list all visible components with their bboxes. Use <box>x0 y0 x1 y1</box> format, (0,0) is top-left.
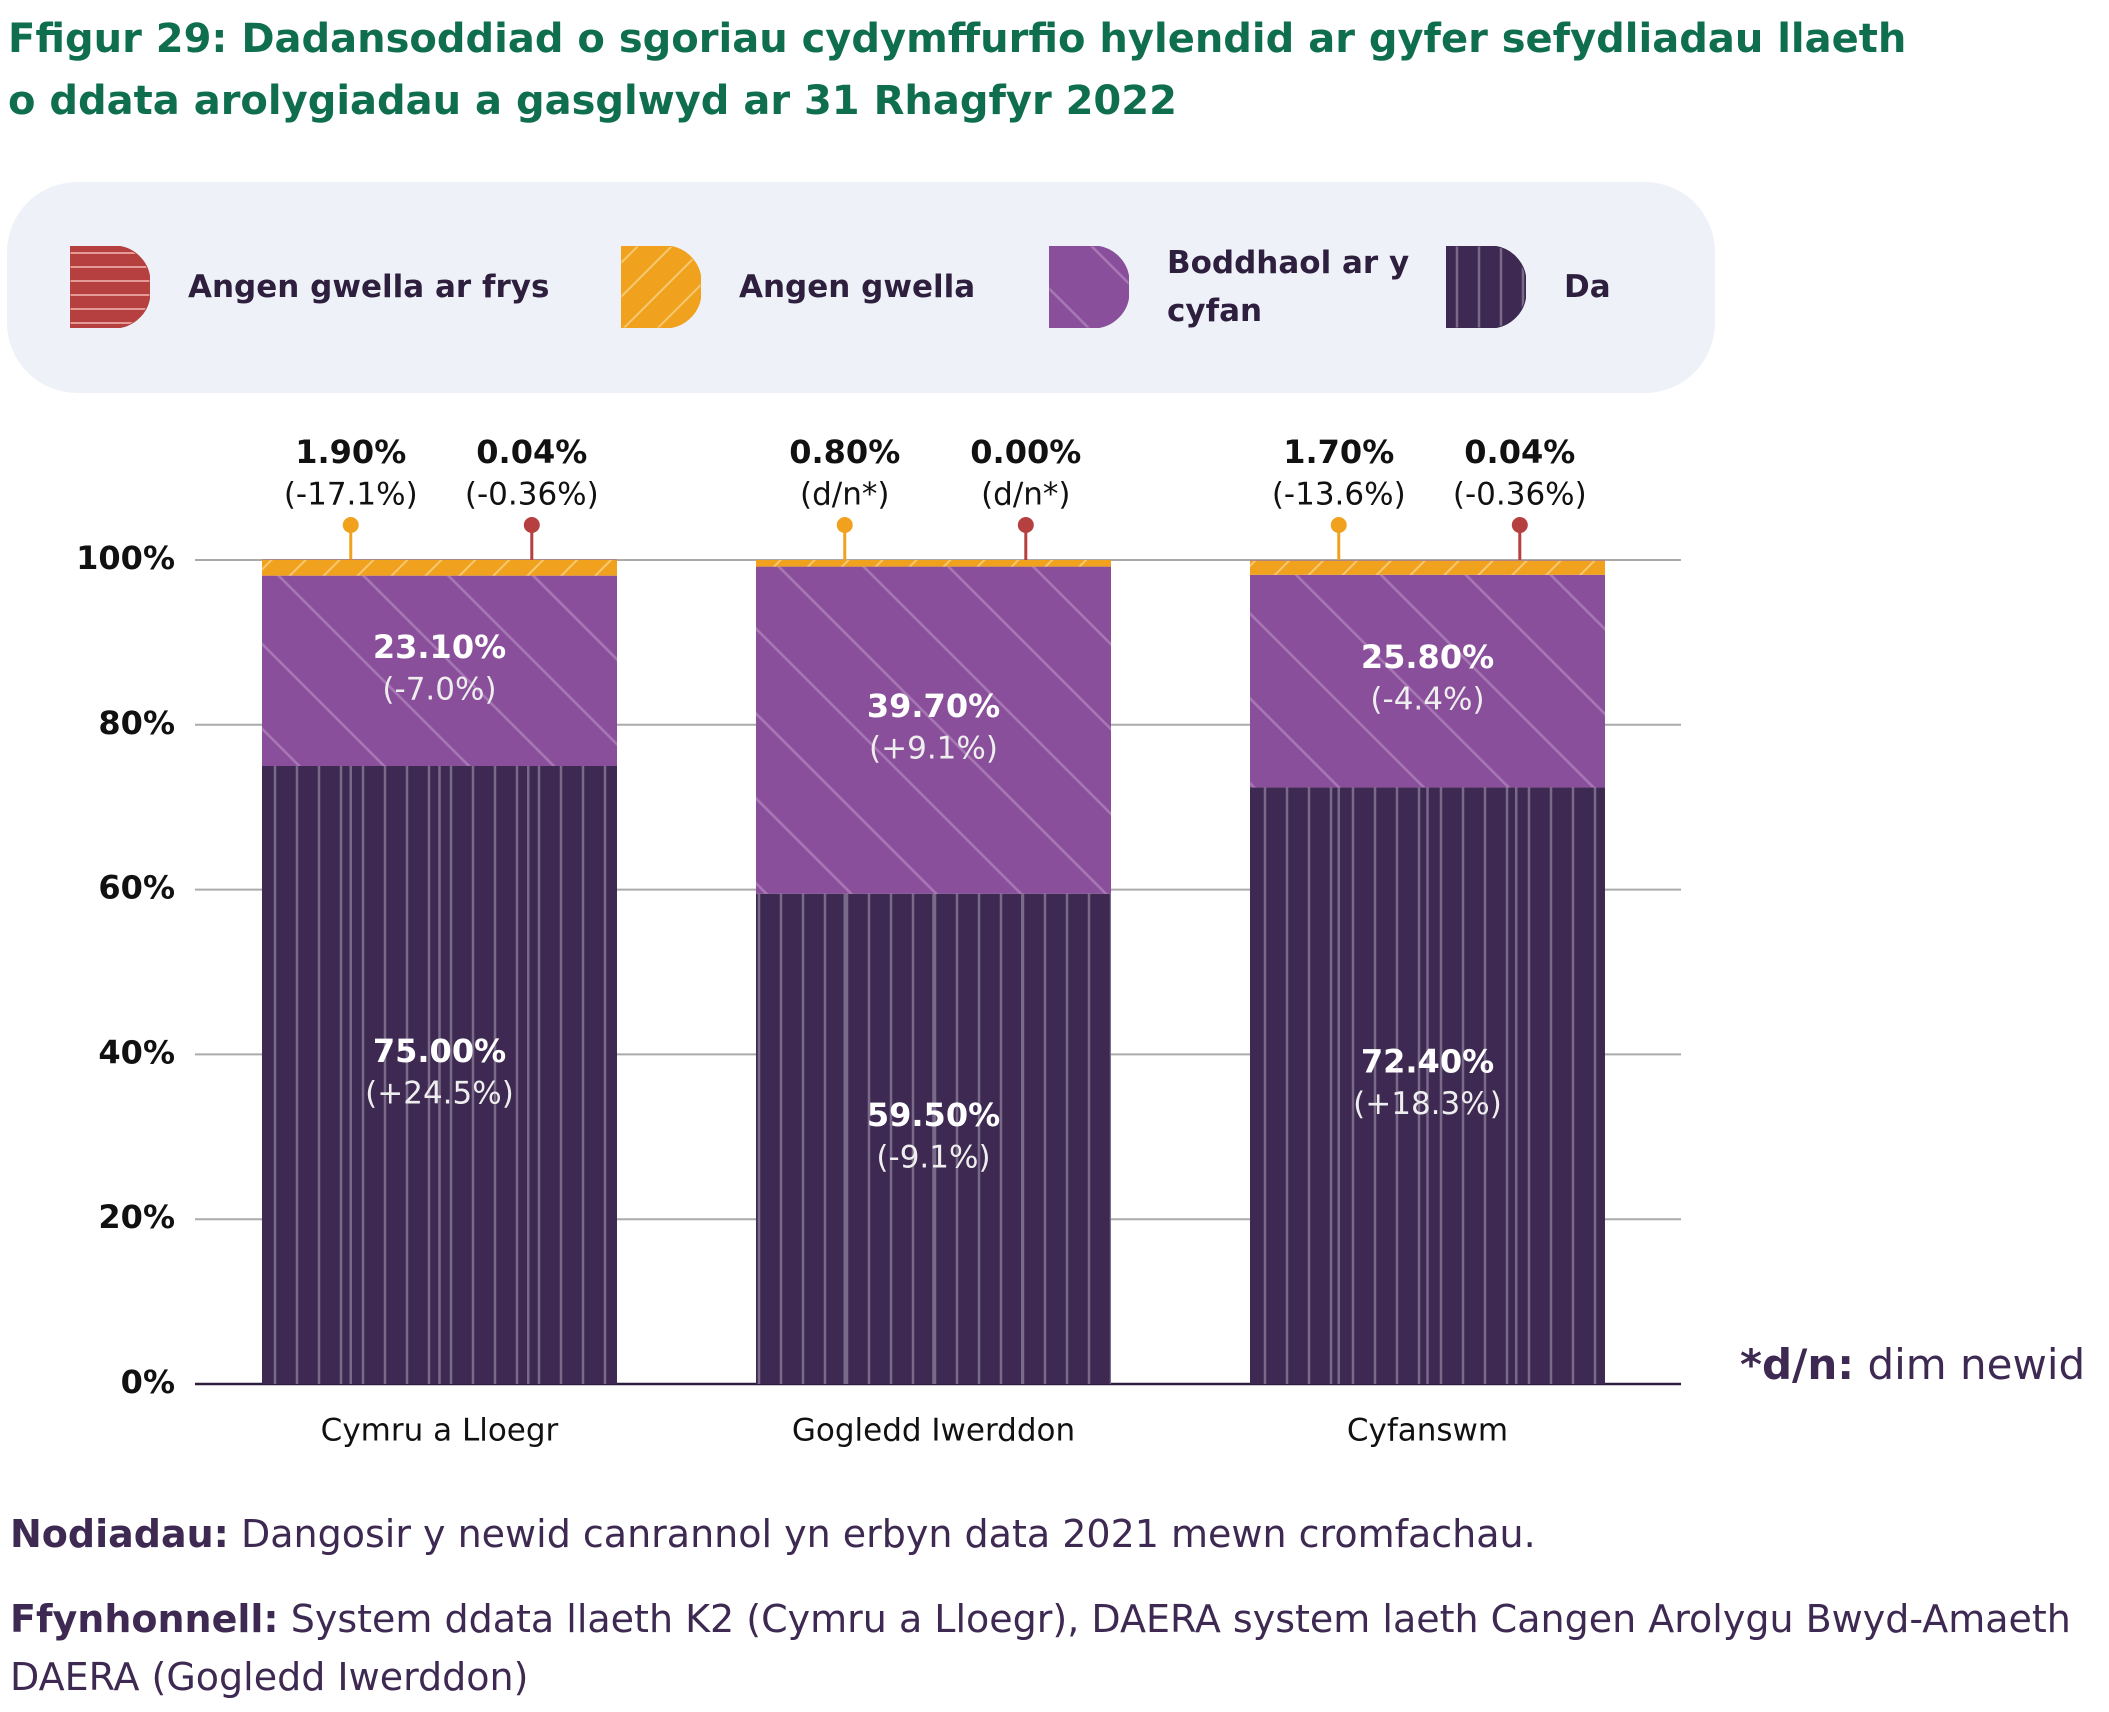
change-label: (-13.6%) <box>1272 477 1406 513</box>
value-label: 25.80% <box>1361 638 1494 676</box>
legend-label: Da <box>1564 269 1611 305</box>
y-tick-label: 0% <box>121 1363 175 1401</box>
change-label: (d/n*) <box>800 477 889 513</box>
value-label: 72.40% <box>1361 1043 1494 1081</box>
value-label: 59.50% <box>867 1096 1000 1134</box>
value-label: 0.00% <box>970 433 1081 471</box>
bar-segment <box>1250 787 1605 1384</box>
change-label: (-7.0%) <box>382 671 496 707</box>
legend-swatch <box>621 246 701 328</box>
legend: Angen gwella ar frys Angen gwella Boddhaol… <box>7 182 1715 393</box>
notes: Nodiadau: Dangosir y newid canrannol yn … <box>10 1505 2090 1563</box>
label-pin-dot <box>1017 517 1034 533</box>
bar-segment <box>756 560 1111 567</box>
bar-segment <box>262 560 617 576</box>
y-tick-label: 60% <box>98 869 175 907</box>
change-label: (-0.36%) <box>1453 477 1587 513</box>
legend-swatch <box>1446 246 1526 328</box>
bar-segment <box>756 566 1111 894</box>
legend-swatch <box>70 246 150 328</box>
change-label: (-0.36%) <box>465 477 599 513</box>
x-tick-label: Cymru a Lloegr <box>321 1413 559 1449</box>
source: Ffynhonnell: System ddata llaeth K2 (Cym… <box>10 1590 2090 1706</box>
legend-label: Boddhaol ar y cyfan <box>1167 245 1410 329</box>
y-tick-label: 80% <box>98 704 175 742</box>
y-tick-label: 20% <box>98 1198 175 1236</box>
footnote: *d/n: dim newid <box>1740 1336 2100 1394</box>
legend-swatch-shape <box>621 246 701 328</box>
legend-item: Boddhaol ar y cyfan <box>1049 244 1427 330</box>
value-label: 23.10% <box>373 628 506 666</box>
value-label: 1.70% <box>1283 433 1394 471</box>
legend-item: Angen gwella ar frys <box>70 244 549 330</box>
legend-item: Angen gwella <box>621 244 975 330</box>
bar-segment <box>1250 574 1605 788</box>
value-label: 39.70% <box>867 687 1000 725</box>
legend-label: Angen gwella <box>739 269 976 305</box>
notes-text: Dangosir y newid canrannol yn erbyn data… <box>240 1512 1536 1556</box>
legend-swatch-shape <box>1446 246 1526 328</box>
legend-swatch-shape <box>70 246 150 328</box>
value-label: 0.04% <box>476 433 587 471</box>
legend-swatch <box>1049 246 1129 328</box>
label-pin-dot <box>836 517 853 533</box>
y-tick-label: 100% <box>76 539 175 577</box>
value-label: 0.04% <box>1464 433 1575 471</box>
legend-label: Angen gwella ar frys <box>188 269 550 305</box>
x-tick-label: Gogledd Iwerddon <box>792 1413 1075 1449</box>
chart-title: Ffigur 29: Dadansoddiad o sgoriau cydymf… <box>8 16 1907 124</box>
source-text: System ddata llaeth K2 (Cymru a Lloegr),… <box>10 1597 2071 1699</box>
label-pin-dot <box>1330 517 1347 533</box>
value-label: 75.00% <box>373 1032 506 1070</box>
source-label: Ffynhonnell: <box>10 1597 279 1641</box>
change-label: (+24.5%) <box>365 1076 514 1112</box>
footnote-label: *d/n: <box>1740 1340 1855 1389</box>
change-label: (+18.3%) <box>1353 1086 1502 1122</box>
label-pin-dot <box>342 517 359 533</box>
bar-segment <box>262 575 617 766</box>
value-label: 1.90% <box>295 433 406 471</box>
change-label: (d/n*) <box>981 477 1070 513</box>
notes-label: Nodiadau: <box>10 1512 229 1556</box>
footnote-text: dim newid <box>1867 1340 2086 1389</box>
legend-item: Da <box>1446 244 1611 330</box>
change-label: (+9.1%) <box>869 731 998 767</box>
bar-segment <box>262 766 617 1384</box>
legend-swatch-shape <box>1049 246 1129 328</box>
change-label: (-4.4%) <box>1370 682 1484 718</box>
change-label: (-17.1%) <box>284 477 418 513</box>
change-label: (-9.1%) <box>876 1139 990 1175</box>
bar-segment <box>756 893 1111 1384</box>
value-label: 0.80% <box>789 433 900 471</box>
bar-segment <box>1250 560 1605 575</box>
label-pin-dot <box>523 517 540 533</box>
y-tick-label: 40% <box>98 1033 175 1071</box>
label-pin-dot <box>1511 517 1528 533</box>
x-tick-label: Cyfanswm <box>1347 1413 1508 1449</box>
